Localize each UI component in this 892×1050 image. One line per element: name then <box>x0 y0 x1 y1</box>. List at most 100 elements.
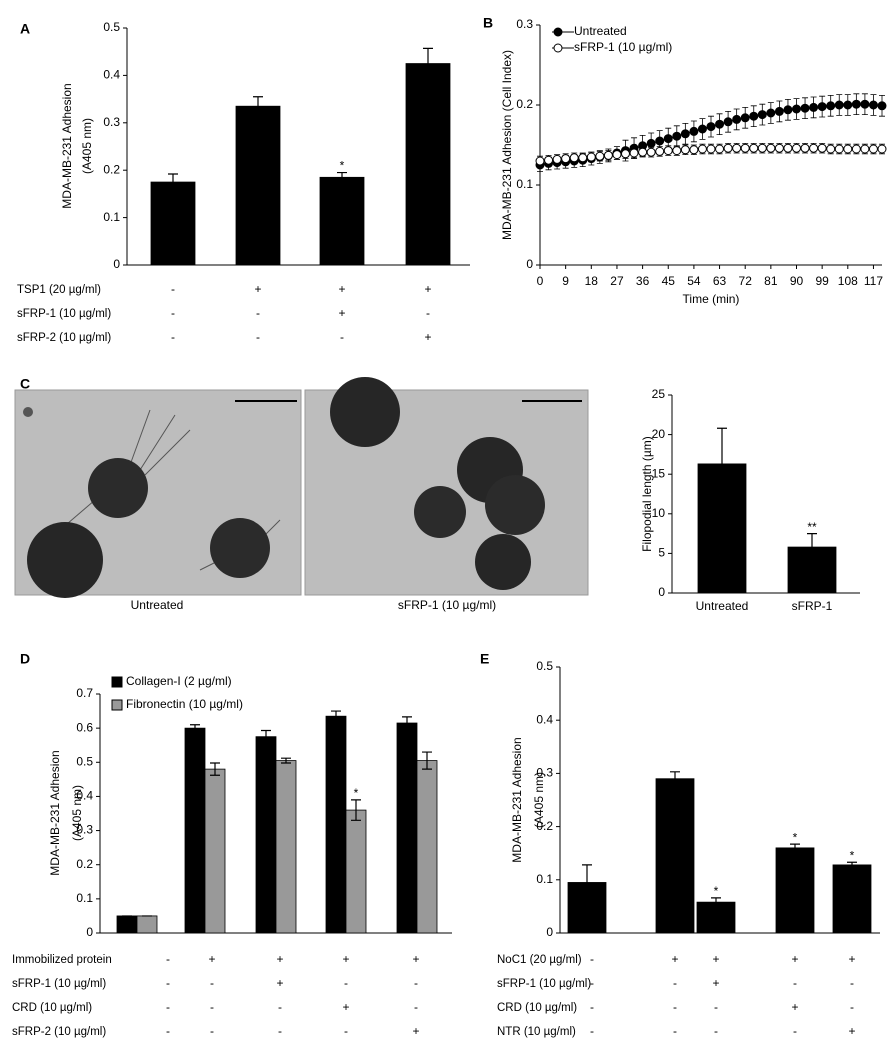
bar <box>696 901 736 934</box>
y-tick-label: 10 <box>652 506 666 520</box>
point <box>809 143 819 153</box>
x-tick-label: 99 <box>815 274 829 288</box>
point <box>715 119 725 129</box>
condition-mark: - <box>256 306 260 320</box>
y-tick-label: 0.3 <box>76 823 93 837</box>
point <box>586 152 596 162</box>
point <box>680 145 690 155</box>
point <box>860 99 870 109</box>
condition-mark: - <box>171 282 175 296</box>
bar <box>697 463 747 594</box>
condition-mark: + <box>712 952 719 966</box>
condition-mark: - <box>344 976 348 990</box>
condition-mark: - <box>171 330 175 344</box>
point <box>655 146 665 156</box>
point <box>868 100 878 110</box>
legend-label: Collagen-I (2 µg/ml) <box>126 674 232 688</box>
condition-mark: + <box>338 282 345 296</box>
legend-marker <box>553 43 563 53</box>
panel-letter: D <box>20 651 30 667</box>
point <box>638 147 648 157</box>
legend-swatch <box>111 699 123 711</box>
condition-mark: - <box>256 330 260 344</box>
point <box>715 144 725 154</box>
point <box>535 156 545 166</box>
bar <box>136 915 158 934</box>
condition-mark: - <box>166 976 170 990</box>
point <box>834 100 844 110</box>
condition-label: sFRP-2 (10 µg/ml) <box>17 332 111 344</box>
point <box>800 143 810 153</box>
x-tick-label: sFRP-1 <box>792 599 833 613</box>
y-tick-label: 0.5 <box>76 754 93 768</box>
condition-mark: + <box>276 952 283 966</box>
bar <box>116 915 138 934</box>
point <box>740 143 750 153</box>
point <box>783 105 793 115</box>
point <box>680 129 690 139</box>
condition-mark: - <box>166 952 170 966</box>
panel-letter: E <box>480 651 489 667</box>
point <box>697 144 707 154</box>
bar <box>416 760 438 934</box>
error-bar <box>717 427 727 464</box>
condition-mark: - <box>166 1024 170 1038</box>
condition-mark: - <box>793 976 797 990</box>
condition-mark: - <box>850 976 854 990</box>
y-axis-label: MDA-MB-231 Adhesion <box>510 737 524 862</box>
condition-label: CRD (10 µg/ml) <box>497 1002 577 1014</box>
error-bar <box>351 799 361 821</box>
error-bar <box>190 724 200 733</box>
condition-label: sFRP-1 (10 µg/ml) <box>17 308 111 320</box>
point <box>578 153 588 163</box>
bar <box>275 760 297 934</box>
point <box>843 144 853 154</box>
condition-mark: + <box>412 1024 419 1038</box>
point <box>552 154 562 164</box>
condition-mark: + <box>338 306 345 320</box>
error-bar <box>422 751 432 770</box>
condition-mark: + <box>342 952 349 966</box>
point <box>629 148 639 158</box>
point <box>757 110 767 120</box>
point <box>817 102 827 112</box>
point <box>723 143 733 153</box>
point <box>689 126 699 136</box>
condition-mark: + <box>791 952 798 966</box>
point <box>809 102 819 112</box>
condition-mark: + <box>848 1024 855 1038</box>
point <box>749 143 759 153</box>
bar <box>235 105 281 266</box>
x-tick-label: 54 <box>687 274 701 288</box>
point <box>569 153 579 163</box>
y-tick-label: 0.1 <box>536 872 553 886</box>
point <box>826 144 836 154</box>
point <box>860 144 870 154</box>
x-tick-label: 0 <box>537 274 544 288</box>
error-bar <box>807 533 817 548</box>
error-bar <box>168 173 178 183</box>
point <box>757 143 767 153</box>
micrograph-untreated <box>14 389 302 598</box>
bar <box>396 722 418 934</box>
bar <box>255 736 277 934</box>
condition-label: NTR (10 µg/ml) <box>497 1026 576 1038</box>
condition-mark: - <box>714 1000 718 1014</box>
y-tick-label: 0 <box>113 257 120 271</box>
bar <box>345 809 367 934</box>
point <box>646 147 656 157</box>
error-bar <box>337 171 347 178</box>
x-tick-label: 108 <box>838 274 858 288</box>
y-tick-label: 0.5 <box>103 20 120 34</box>
point <box>877 101 887 111</box>
error-bar <box>402 716 412 730</box>
x-axis-label: Time (min) <box>683 292 740 306</box>
condition-label: Immobilized protein <box>12 954 112 966</box>
condition-mark: - <box>590 952 594 966</box>
point <box>706 122 716 132</box>
point <box>706 144 716 154</box>
y-tick-label: 0.3 <box>536 766 553 780</box>
condition-mark: + <box>712 976 719 990</box>
y-tick-label: 0.4 <box>103 68 120 82</box>
point <box>774 106 784 116</box>
